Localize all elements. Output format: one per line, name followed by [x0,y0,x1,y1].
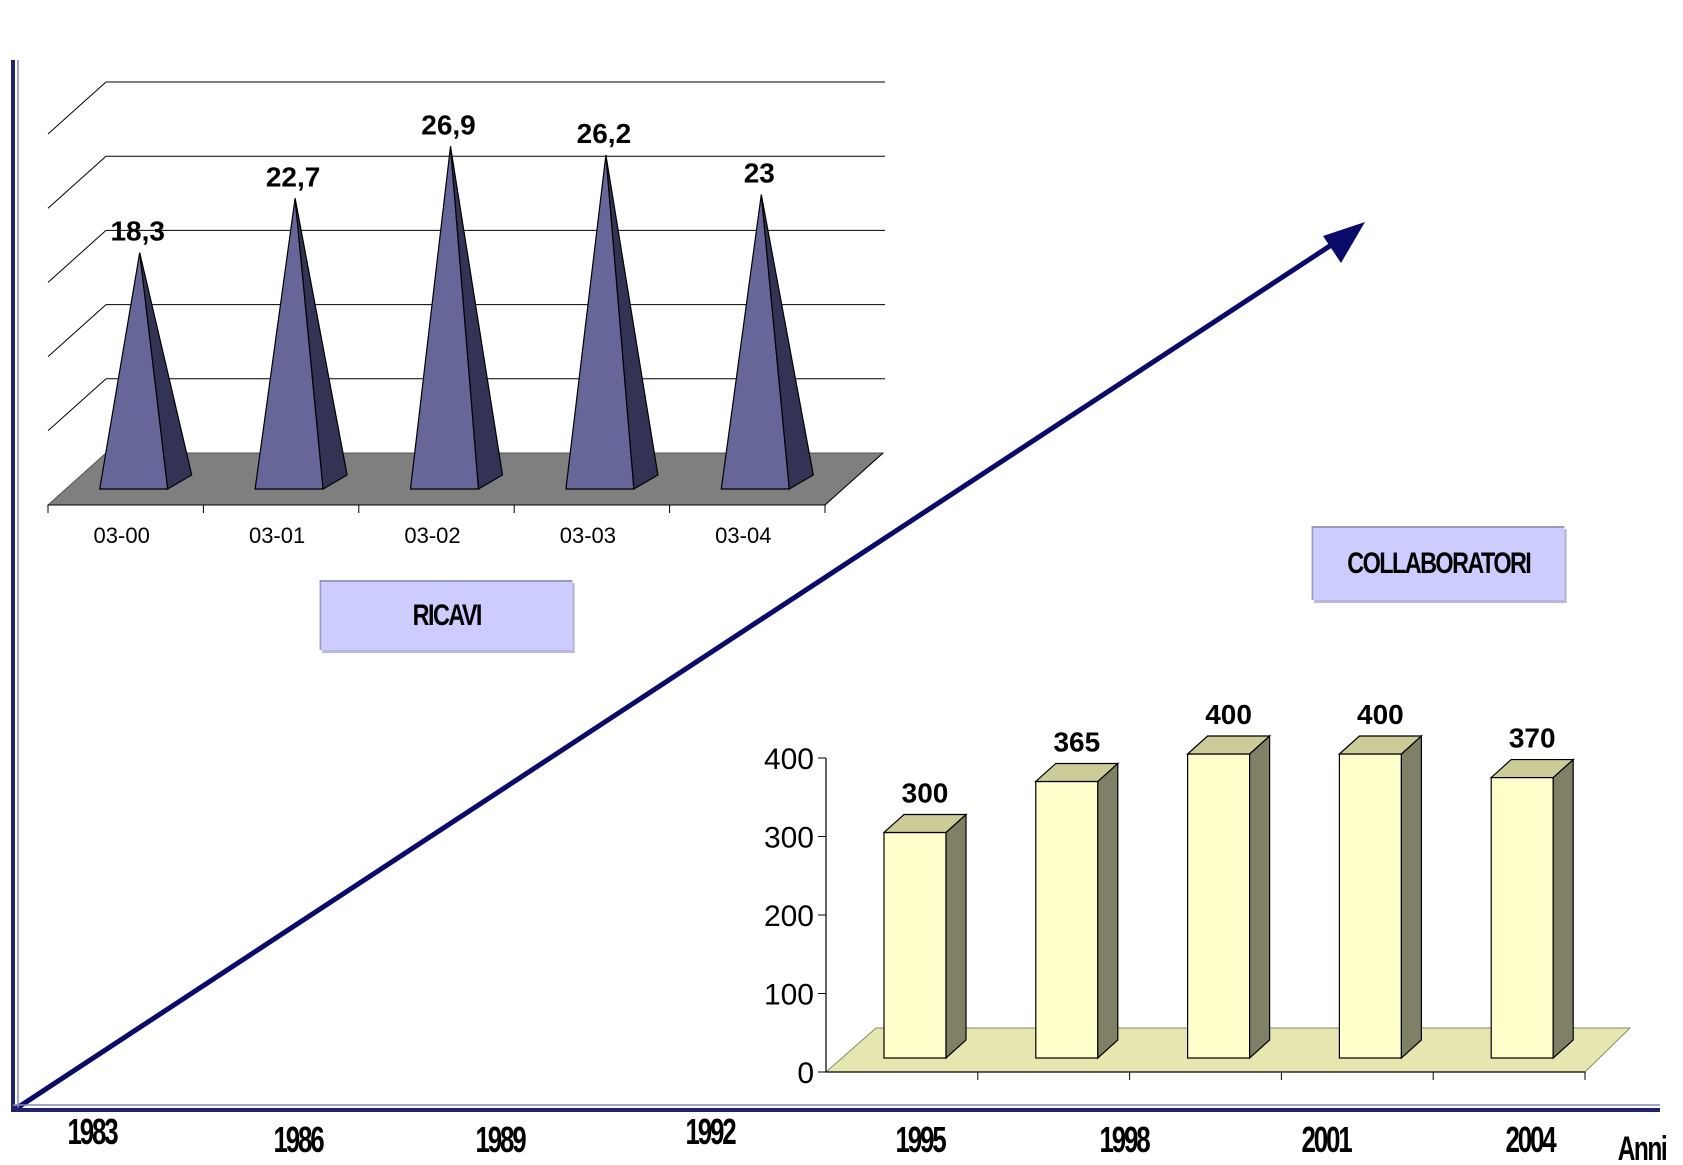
y-tick-label: 100 [764,979,814,1012]
bar-side [945,813,967,1060]
axis-label-anni: Anni [1618,1130,1667,1165]
year-label: 1986 [273,1120,324,1160]
collaboratori-label-box: COLLABORATORI [1311,526,1565,600]
bar-front [1490,776,1554,1059]
gridline-side [47,81,107,135]
data-label: 370 [1509,723,1556,754]
x-tick-label: 03-02 [404,523,460,548]
year-label: 2004 [1505,1120,1557,1160]
ricavi-chart: 18,3 03-00 22,7 03-01 26,9 03-02 26,2 03-03 23 03… [46,81,885,548]
y-tick-label: 300 [764,822,814,855]
year-label: 2001 [1301,1120,1352,1160]
pyramid-side [605,154,659,490]
y-tick-label: 400 [764,743,814,776]
data-label: 18,3 [110,216,165,247]
gridline-side [47,155,107,209]
data-label: 365 [1053,726,1100,757]
year-label: 1998 [1099,1120,1150,1160]
y-tick-label: 0 [797,1057,814,1090]
bar-front [1035,780,1099,1059]
bar-side [1400,734,1423,1060]
bar-top [882,813,968,834]
pyramid-side [139,252,193,490]
collaboratori-label: COLLABORATORI [1347,547,1532,580]
x-tick-label: 03-04 [715,523,771,548]
bar-side [1552,758,1574,1060]
bar-top [1489,758,1575,779]
year-label: 1983 [67,1112,118,1152]
data-label: 300 [902,778,949,809]
data-label: 26,2 [577,118,632,149]
pyramid-side [294,198,348,490]
data-label: 400 [1205,699,1252,730]
bar-front [1186,753,1251,1059]
bar-top [1034,762,1120,783]
x-tick-label: 03-01 [249,523,305,548]
bar-side [1097,762,1119,1060]
ricavi-label: RICAVI [412,599,483,632]
data-label: 400 [1357,699,1404,730]
y-tick-label: 200 [764,900,814,933]
gridline-side [47,304,107,357]
year-label: 1995 [895,1120,946,1160]
bar-top [1186,735,1272,755]
pyramid-side [449,146,504,490]
year-label: 1989 [475,1120,526,1160]
data-label: 23 [744,158,775,189]
data-label: 22,7 [266,161,321,192]
gridline-side [47,230,107,283]
growth-arrow [12,222,1365,1113]
bar-side [1248,734,1271,1060]
x-axis-side [824,452,884,506]
bar-front [883,831,947,1059]
arrow-shaft [12,233,1347,1113]
bar-front [1338,753,1403,1059]
bar-top [1337,735,1423,755]
gridline-side [47,378,107,432]
collaboratori-chart: 0 100 200 300 400 300 365 400 400 370 [764,699,1632,1090]
pyramid-side [760,194,814,490]
year-label: 1992 [685,1112,736,1152]
x-tick-label: 03-03 [560,523,616,548]
timeline-axis: 1983 1986 1989 1992 1995 1998 2001 2004 Anni [11,60,1668,1165]
x-tick-label: 03-00 [94,523,150,548]
data-label: 26,9 [421,109,476,140]
ricavi-label-box: RICAVI [319,580,573,650]
arrow-head [1323,222,1365,263]
